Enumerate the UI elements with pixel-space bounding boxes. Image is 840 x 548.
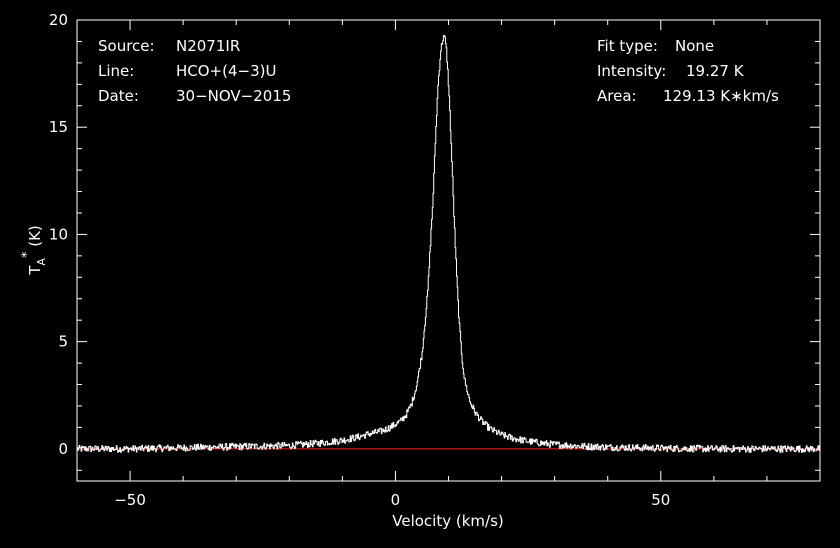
spectrum-line (77, 35, 820, 453)
y-axis-tick-labels: 0 5 10 15 20 (49, 11, 68, 458)
y-tick-label: 0 (58, 440, 68, 458)
info-source-label: Source: (98, 37, 155, 55)
y-tick-label: 5 (58, 333, 68, 351)
info-line-value: HCO+(4−3)U (176, 62, 277, 80)
x-axis-tick-labels: −50 0 50 (114, 491, 670, 509)
info-fit-value: None (675, 37, 715, 55)
y-tick-label: 15 (49, 118, 68, 136)
x-axis-label: Velocity (km/s) (392, 512, 503, 530)
info-date-label: Date: (98, 87, 139, 105)
info-source-value: N2071IR (176, 37, 241, 55)
x-axis-ticks (76, 20, 821, 481)
x-tick-label: −50 (114, 491, 146, 509)
info-date-value: 30−NOV−2015 (176, 87, 292, 105)
info-fit-label: Fit type: (597, 37, 658, 55)
x-tick-label: 50 (651, 491, 670, 509)
info-intensity-label: Intensity: (597, 62, 667, 80)
y-tick-label: 20 (49, 11, 68, 29)
info-intensity-value: 19.27 K (686, 62, 744, 80)
info-area-value: 129.13 K∗km/s (663, 87, 779, 105)
x-tick-label: 0 (391, 491, 401, 509)
info-area-label: Area: (597, 87, 637, 105)
info-line-label: Line: (98, 62, 135, 80)
y-axis-label: TA* (K) (20, 225, 48, 276)
y-tick-label: 10 (49, 225, 68, 243)
